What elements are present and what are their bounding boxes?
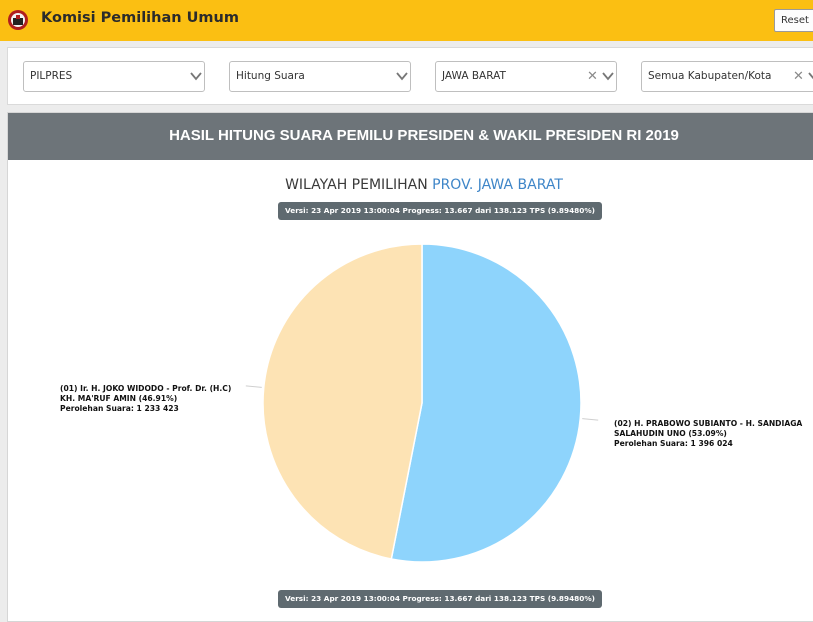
count-mode-value: Hitung Suara	[236, 70, 305, 82]
region-prefix: WILAYAH PEMILIHAN	[285, 177, 428, 193]
regency-value: Semua Kabupaten/Kota	[648, 70, 772, 82]
candidate-01-percent: KH. MA'RUF AMIN (46.91%)	[60, 394, 178, 403]
app-title: Komisi Pemilihan Umum	[41, 10, 239, 26]
region-heading: WILAYAH PEMILIHAN PROV. JAWA BARAT	[8, 177, 813, 193]
chevron-down-icon	[602, 72, 614, 81]
version-badge-top: Versi: 23 Apr 2019 13:00:04 Progress: 13…	[278, 202, 602, 220]
count-mode-select[interactable]: Hitung Suara	[229, 61, 411, 92]
filter-panel: PILPRES Hitung Suara JAWA BARAT ✕ Semua …	[7, 47, 813, 105]
candidate-02-percent: SALAHUDIN UNO (53.09%)	[614, 429, 727, 438]
clear-icon[interactable]: ✕	[587, 69, 598, 84]
regency-select[interactable]: Semua Kabupaten/Kota ✕	[641, 61, 813, 92]
election-type-select[interactable]: PILPRES	[23, 61, 205, 92]
chevron-down-icon	[190, 72, 202, 81]
kpu-logo-icon	[8, 10, 28, 30]
chevron-down-icon	[808, 72, 813, 80]
version-badge-bottom: Versi: 23 Apr 2019 13:00:04 Progress: 13…	[278, 590, 602, 608]
candidate-02-label: (02) H. PRABOWO SUBIANTO - H. SANDIAGA S…	[614, 419, 802, 449]
top-bar: Komisi Pemilihan Umum Reset Filter	[0, 0, 813, 41]
panel-title: HASIL HITUNG SUARA PEMILU PRESIDEN & WAK…	[169, 127, 679, 144]
candidate-01-label: (01) Ir. H. JOKO WIDODO - Prof. Dr. (H.C…	[60, 384, 231, 414]
panel-header: HASIL HITUNG SUARA PEMILU PRESIDEN & WAK…	[8, 113, 813, 160]
reset-filter-button[interactable]: Reset Filter	[774, 9, 813, 32]
province-value: JAWA BARAT	[442, 70, 506, 82]
election-type-value: PILPRES	[30, 70, 73, 82]
candidate-02-name: (02) H. PRABOWO SUBIANTO - H. SANDIAGA	[614, 419, 803, 428]
chevron-down-icon	[396, 72, 408, 81]
province-select[interactable]: JAWA BARAT ✕	[435, 61, 617, 92]
region-name: PROV. JAWA BARAT	[432, 177, 563, 193]
candidate-01-votes: Perolehan Suara: 1 233 423	[60, 404, 179, 413]
candidate-02-votes: Perolehan Suara: 1 396 024	[614, 439, 733, 448]
result-panel: HASIL HITUNG SUARA PEMILU PRESIDEN & WAK…	[7, 112, 813, 622]
candidate-01-name: (01) Ir. H. JOKO WIDODO - Prof. Dr. (H.C…	[60, 384, 232, 393]
clear-icon[interactable]: ✕	[793, 69, 804, 84]
